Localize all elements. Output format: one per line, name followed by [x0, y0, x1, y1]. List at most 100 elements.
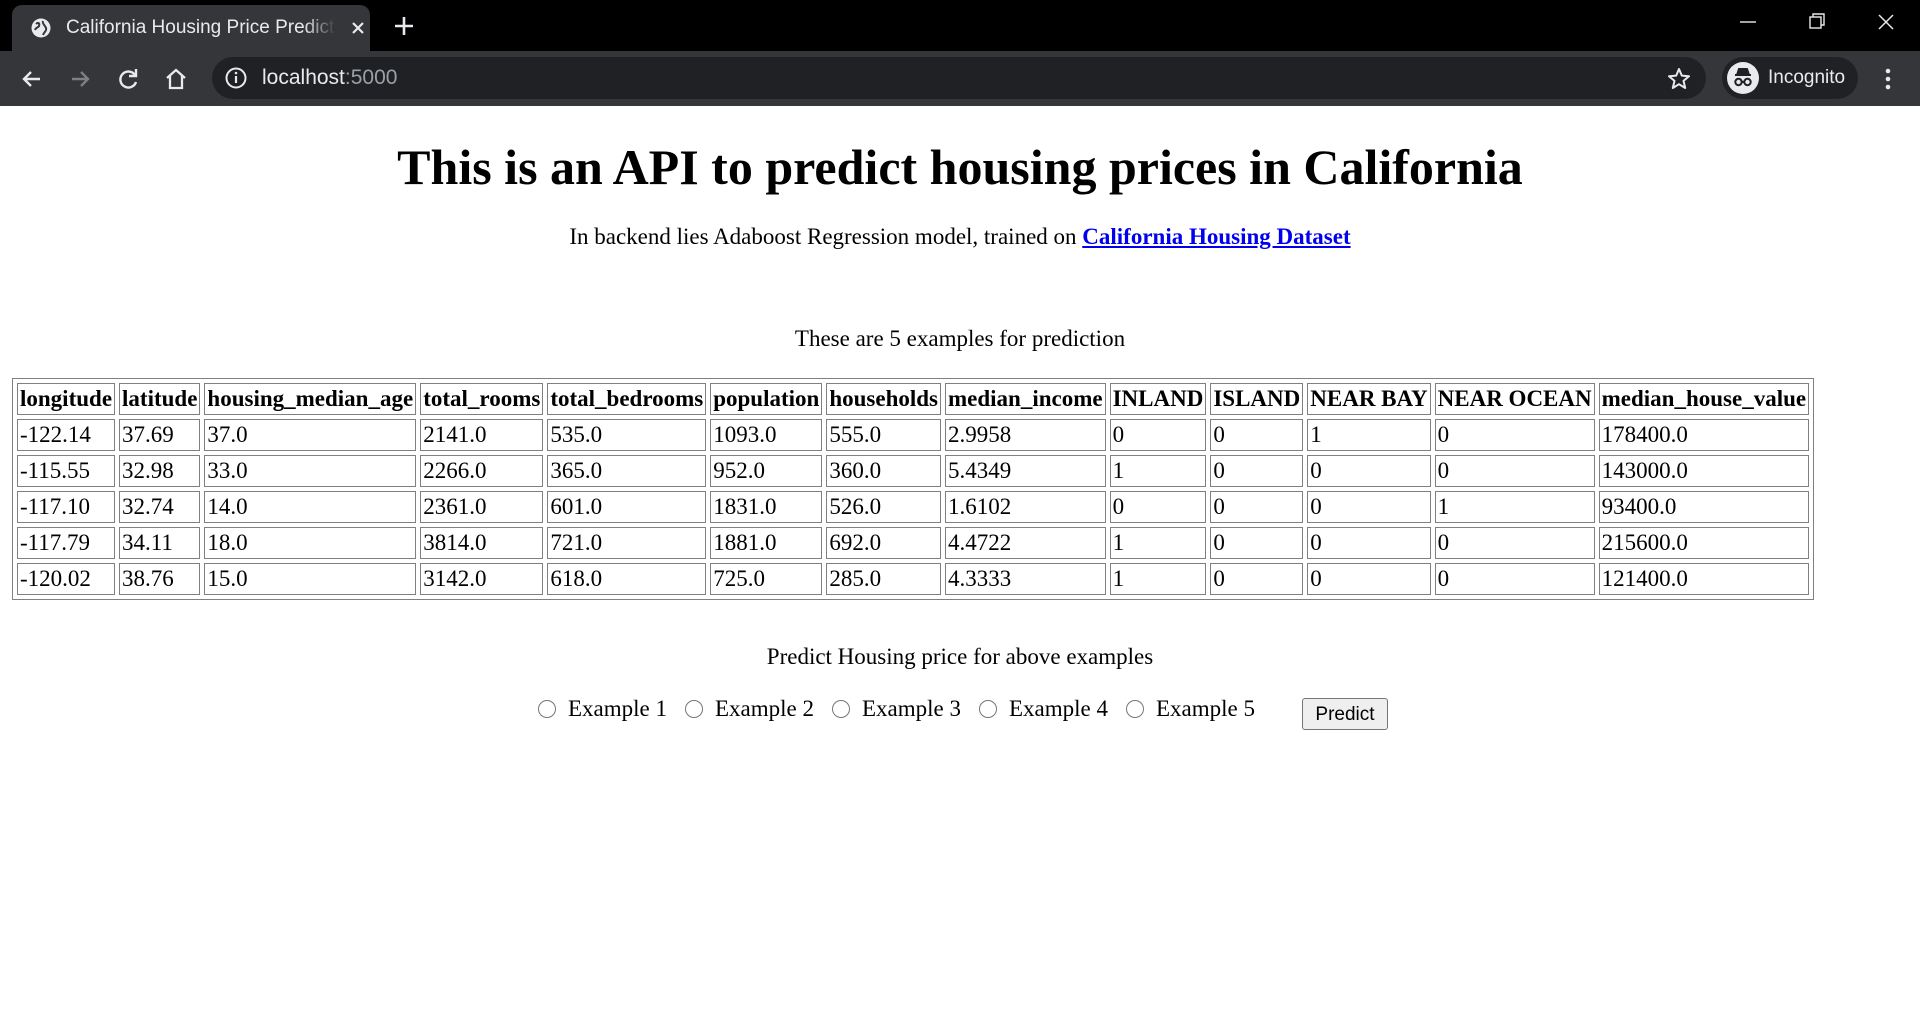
- incognito-label: Incognito: [1768, 67, 1846, 88]
- dataset-link[interactable]: California Housing Dataset: [1082, 224, 1351, 249]
- table-cell: 721.0: [547, 527, 707, 559]
- table-cell: 2141.0: [420, 419, 544, 451]
- predict-button[interactable]: Predict: [1302, 698, 1388, 730]
- forward-icon[interactable]: [66, 65, 94, 93]
- table-cell: 121400.0: [1598, 563, 1810, 595]
- table-cell: 3814.0: [420, 527, 544, 559]
- column-header: housing_median_age: [204, 383, 417, 415]
- radio-button[interactable]: [832, 700, 850, 718]
- table-cell: 0: [1210, 527, 1304, 559]
- table-cell: 1: [1109, 563, 1207, 595]
- page-content: This is an API to predict housing prices…: [0, 106, 1920, 1018]
- table-cell: 33.0: [204, 455, 417, 487]
- table-cell: 32.74: [119, 491, 201, 523]
- table-cell: 526.0: [826, 491, 941, 523]
- table-cell: -117.79: [17, 527, 116, 559]
- table-cell: 1093.0: [710, 419, 823, 451]
- column-header: NEAR BAY: [1307, 383, 1431, 415]
- table-row: -117.10 32.74 14.0 2361.0 601.0 1831.0 526.0 1.…: [17, 491, 1810, 523]
- table-cell: 618.0: [547, 563, 707, 595]
- table-cell: -120.02: [17, 563, 116, 595]
- browser-tab[interactable]: California Housing Price Prediction: [12, 5, 370, 51]
- column-header: ISLAND: [1210, 383, 1304, 415]
- table-row: -120.02 38.76 15.0 3142.0 618.0 725.0 285.0 4.3…: [17, 563, 1810, 595]
- table-cell: 34.11: [119, 527, 201, 559]
- table-cell: 360.0: [826, 455, 941, 487]
- address-bar[interactable]: localhost:5000: [212, 57, 1706, 99]
- table-cell: 601.0: [547, 491, 707, 523]
- tab-title: California Housing Price Prediction: [66, 17, 336, 38]
- new-tab-icon[interactable]: [390, 12, 418, 40]
- table-cell: 285.0: [826, 563, 941, 595]
- url-text: localhost:5000: [262, 66, 398, 89]
- table-cell: 18.0: [204, 527, 417, 559]
- table-cell: 2361.0: [420, 491, 544, 523]
- table-header-row: longitude latitude housing_median_age total…: [17, 383, 1810, 415]
- radio-button[interactable]: [685, 700, 703, 718]
- table-cell: 0: [1307, 491, 1431, 523]
- incognito-badge[interactable]: Incognito: [1722, 57, 1858, 99]
- radio-label: Example 1: [568, 696, 667, 721]
- table-cell: 0: [1210, 419, 1304, 451]
- column-header: median_house_value: [1598, 383, 1810, 415]
- table-cell: 0: [1109, 419, 1207, 451]
- radio-button[interactable]: [979, 700, 997, 718]
- table-cell: 3142.0: [420, 563, 544, 595]
- table-row: -122.14 37.69 37.0 2141.0 535.0 1093.0 555.0 2.…: [17, 419, 1810, 451]
- minimize-icon[interactable]: [1730, 6, 1766, 38]
- table-cell: 2266.0: [420, 455, 544, 487]
- radio-label: Example 3: [862, 696, 961, 721]
- table-cell: 0: [1210, 563, 1304, 595]
- table-cell: 37.0: [204, 419, 417, 451]
- table-cell: 0: [1434, 419, 1595, 451]
- radio-label: Example 4: [1009, 696, 1108, 721]
- reload-icon[interactable]: [114, 65, 142, 93]
- table-cell: 0: [1307, 455, 1431, 487]
- table-cell: 178400.0: [1598, 419, 1810, 451]
- table-cell: 1831.0: [710, 491, 823, 523]
- radio-label: Example 2: [715, 696, 814, 721]
- column-header: population: [710, 383, 823, 415]
- table-cell: 725.0: [710, 563, 823, 595]
- table-cell: -122.14: [17, 419, 116, 451]
- table-row: -117.79 34.11 18.0 3814.0 721.0 1881.0 692.0 4.…: [17, 527, 1810, 559]
- table-cell: 555.0: [826, 419, 941, 451]
- table-cell: 0: [1307, 563, 1431, 595]
- column-header: longitude: [17, 383, 116, 415]
- table-cell: 93400.0: [1598, 491, 1810, 523]
- close-window-icon[interactable]: [1868, 6, 1904, 38]
- table-cell: 37.69: [119, 419, 201, 451]
- menu-icon[interactable]: [1876, 65, 1900, 93]
- info-icon[interactable]: [224, 66, 248, 90]
- browser-toolbar: localhost:5000 Incognito: [0, 51, 1920, 106]
- table-cell: 535.0: [547, 419, 707, 451]
- table-cell: 4.4722: [945, 527, 1106, 559]
- table-body: -122.14 37.69 37.0 2141.0 535.0 1093.0 555.0 2.…: [17, 419, 1810, 595]
- star-icon[interactable]: [1666, 66, 1692, 92]
- table-cell: 0: [1434, 527, 1595, 559]
- table-cell: 215600.0: [1598, 527, 1810, 559]
- home-icon[interactable]: [162, 65, 190, 93]
- column-header: total_rooms: [420, 383, 544, 415]
- table-cell: 952.0: [710, 455, 823, 487]
- close-icon[interactable]: [347, 17, 369, 39]
- radio-button[interactable]: [538, 700, 556, 718]
- table-cell: 365.0: [547, 455, 707, 487]
- table-cell: 32.98: [119, 455, 201, 487]
- table-cell: 0: [1109, 491, 1207, 523]
- back-icon[interactable]: [18, 65, 46, 93]
- tab-strip: California Housing Price Prediction: [0, 0, 1920, 51]
- table-cell: 0: [1210, 455, 1304, 487]
- restore-icon[interactable]: [1798, 6, 1834, 38]
- column-header: NEAR OCEAN: [1434, 383, 1595, 415]
- table-cell: 1: [1307, 419, 1431, 451]
- column-header: households: [826, 383, 941, 415]
- table-cell: 1: [1109, 527, 1207, 559]
- table-cell: -117.10: [17, 491, 116, 523]
- table-cell: 1881.0: [710, 527, 823, 559]
- examples-caption: These are 5 examples for prediction: [794, 326, 1126, 351]
- table-cell: 143000.0: [1598, 455, 1810, 487]
- radio-button[interactable]: [1126, 700, 1144, 718]
- table-cell: 1: [1109, 455, 1207, 487]
- column-header: latitude: [119, 383, 201, 415]
